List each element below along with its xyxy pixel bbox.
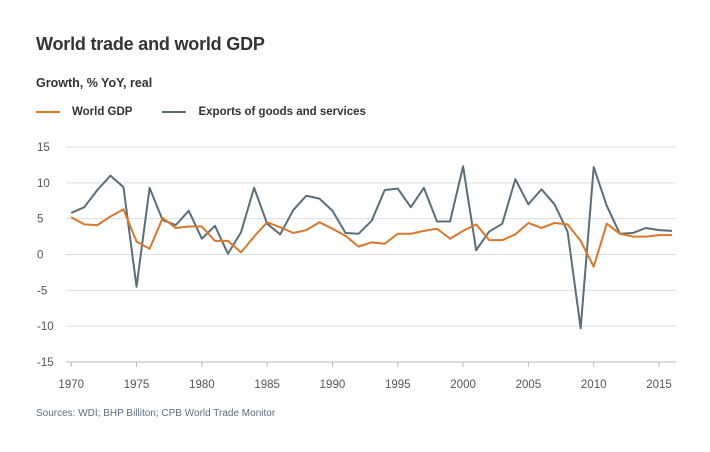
y-axis-ticks: 15 10 5 0 -5 -10 -15: [37, 142, 54, 369]
legend-item-exports: Exports of goods and services: [162, 106, 366, 118]
y-tick-label: 5: [37, 214, 43, 226]
y-tick-label: -5: [37, 285, 47, 297]
x-tick-label: 1985: [254, 379, 280, 391]
y-tick-label: 10: [37, 178, 50, 190]
legend-item-world-gdp: World GDP: [36, 106, 132, 118]
y-tick-label: 15: [37, 142, 50, 154]
y-tick-label: -15: [37, 357, 54, 369]
chart-title: World trade and world GDP: [36, 34, 265, 54]
legend-swatch-exports: [162, 111, 187, 113]
x-tick-label: 2000: [450, 379, 476, 391]
legend-label-exports: Exports of goods and services: [198, 106, 366, 118]
x-tick-label: 1975: [124, 379, 150, 391]
x-axis-ticks: 1970 1975 1980 1985 1990 1995 2000 2005 2010 2015: [58, 362, 672, 391]
legend-swatch-world-gdp: [36, 111, 60, 113]
x-tick-label: 2005: [516, 379, 542, 391]
series-line-world-gdp: [70, 208, 673, 268]
chart-legend: World GDP Exports of goods and services: [36, 106, 396, 118]
y-tick-label: -10: [37, 321, 54, 333]
source-note: Sources: WDI; BHP Billiton; CPB World Tr…: [36, 408, 276, 419]
x-tick-label: 1990: [320, 379, 346, 391]
x-tick-label: 1980: [189, 379, 215, 391]
x-tick-label: 2015: [646, 379, 672, 391]
series-lines: [70, 165, 673, 330]
x-tick-label: 1995: [385, 379, 411, 391]
gridlines: [66, 146, 676, 363]
y-tick-label: 0: [37, 250, 43, 262]
series-line-exports: [70, 165, 673, 330]
x-tick-label: 1970: [58, 379, 84, 391]
legend-label-world-gdp: World GDP: [72, 106, 133, 118]
x-tick-label: 2010: [581, 379, 607, 391]
chart-subtitle: Growth, % YoY, real: [36, 76, 153, 90]
